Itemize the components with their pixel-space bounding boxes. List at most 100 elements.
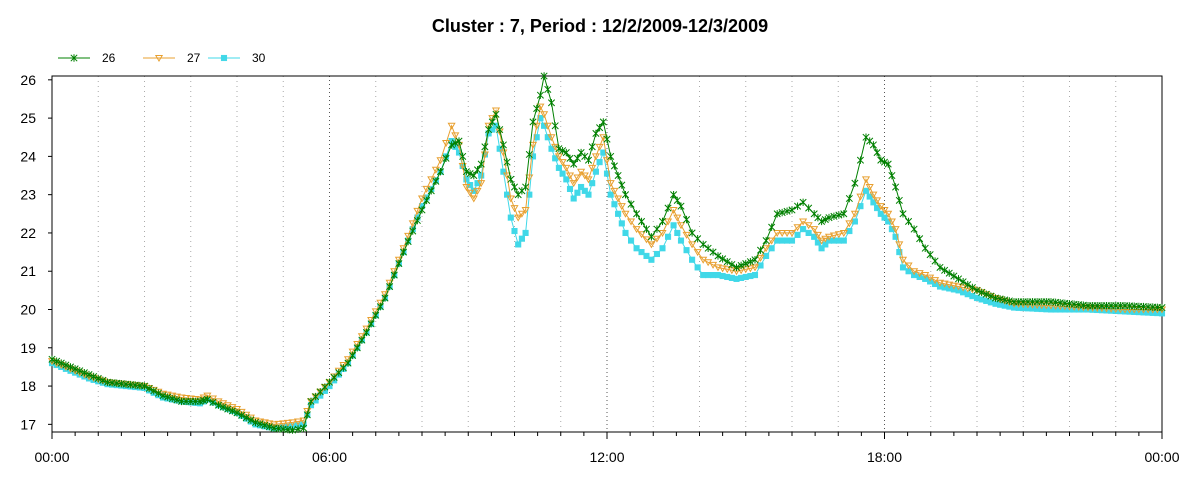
data-point-26 <box>488 118 496 126</box>
data-point-26 <box>451 139 459 147</box>
data-point-30 <box>896 249 903 256</box>
data-point-30 <box>533 134 540 141</box>
data-point-27 <box>469 195 478 203</box>
data-point-26 <box>94 374 102 383</box>
data-point-26 <box>261 421 269 430</box>
data-point-27 <box>652 235 662 243</box>
data-point-26 <box>783 207 791 215</box>
data-point-26 <box>507 175 515 184</box>
data-point-26 <box>987 292 995 300</box>
data-point-26 <box>627 200 635 208</box>
data-point-26 <box>926 250 934 259</box>
data-point-27 <box>177 394 186 402</box>
data-point-30 <box>805 229 812 236</box>
data-point-26 <box>756 246 765 254</box>
data-point-30 <box>633 245 640 252</box>
data-point-27 <box>804 222 813 230</box>
data-point-27 <box>904 262 913 270</box>
data-point-27 <box>569 180 578 188</box>
legend-item-26: 26 <box>58 51 116 65</box>
data-point-26 <box>880 158 889 166</box>
data-point-26 <box>349 351 357 360</box>
data-point-26 <box>555 145 563 153</box>
data-point-27 <box>688 241 697 249</box>
data-point-30 <box>581 187 588 194</box>
data-point-26 <box>968 283 976 292</box>
data-point-26 <box>723 257 731 266</box>
data-point-27 <box>477 180 486 188</box>
data-point-26 <box>300 424 308 432</box>
data-point-27 <box>591 153 600 161</box>
data-point-26 <box>481 143 489 151</box>
x-tick-label: 06:00 <box>312 449 347 465</box>
data-point-26 <box>592 129 600 138</box>
data-point-27 <box>595 143 604 151</box>
data-point-26 <box>233 409 241 417</box>
data-point-26 <box>673 196 681 205</box>
data-point-26 <box>209 398 217 407</box>
data-point-30 <box>478 172 485 179</box>
data-point-30 <box>862 187 870 194</box>
data-point-30 <box>788 237 796 244</box>
data-point-26 <box>390 271 398 279</box>
data-point-26 <box>71 365 79 373</box>
x-tick-label: 12:00 <box>589 449 624 465</box>
data-point-30 <box>504 191 511 198</box>
data-point-27 <box>834 231 843 239</box>
data-point-26 <box>288 426 297 434</box>
data-point-26 <box>80 368 88 377</box>
series-26 <box>48 72 1166 434</box>
data-point-26 <box>547 99 556 107</box>
data-point-27 <box>895 241 904 249</box>
data-point-26 <box>840 210 848 218</box>
data-point-26 <box>633 210 641 218</box>
legend-label: 30 <box>252 51 266 65</box>
data-point-30 <box>846 227 853 235</box>
data-point-30 <box>622 229 629 236</box>
data-point-30 <box>899 264 907 271</box>
data-point-27 <box>669 206 678 214</box>
data-point-26 <box>751 256 759 264</box>
data-point-27 <box>528 141 538 149</box>
data-point-26 <box>462 167 470 176</box>
data-point-26 <box>653 225 661 233</box>
data-point-27 <box>431 166 440 174</box>
data-point-27 <box>880 206 889 214</box>
data-point-27 <box>693 249 702 257</box>
data-point-27 <box>778 229 787 237</box>
data-point-27 <box>658 229 667 237</box>
data-point-26 <box>637 217 646 226</box>
data-point-27 <box>303 407 312 415</box>
data-point-30 <box>618 220 625 227</box>
data-point-26 <box>895 196 903 205</box>
data-point-26 <box>892 183 900 191</box>
data-point-26 <box>1158 303 1166 312</box>
data-point-27 <box>954 283 963 291</box>
chart-grid <box>97 76 1117 432</box>
x-tick-label: 18:00 <box>867 449 902 465</box>
data-point-27 <box>521 206 530 214</box>
data-point-26 <box>873 148 881 157</box>
data-point-26 <box>214 401 223 409</box>
data-point-27 <box>940 280 949 288</box>
data-point-26 <box>466 169 474 178</box>
data-point-26 <box>768 223 776 231</box>
data-point-26 <box>376 302 384 311</box>
data-point-27 <box>458 162 467 170</box>
data-point-26 <box>588 143 596 151</box>
data-point-30 <box>578 183 585 191</box>
data-point-27 <box>554 153 563 161</box>
data-point-26 <box>950 272 958 280</box>
data-point-26 <box>294 425 302 433</box>
data-point-26 <box>618 181 626 189</box>
data-point-27 <box>673 214 682 222</box>
x-tick-label: 00:00 <box>34 449 69 465</box>
data-point-27 <box>473 187 482 195</box>
data-point-26 <box>821 215 829 224</box>
data-point-26 <box>540 72 548 80</box>
data-point-27 <box>887 218 896 226</box>
data-point-30 <box>611 201 618 208</box>
y-tick-label: 22 <box>20 225 36 241</box>
series-layer <box>47 72 1167 434</box>
legend-item-30: 30 <box>208 51 266 65</box>
